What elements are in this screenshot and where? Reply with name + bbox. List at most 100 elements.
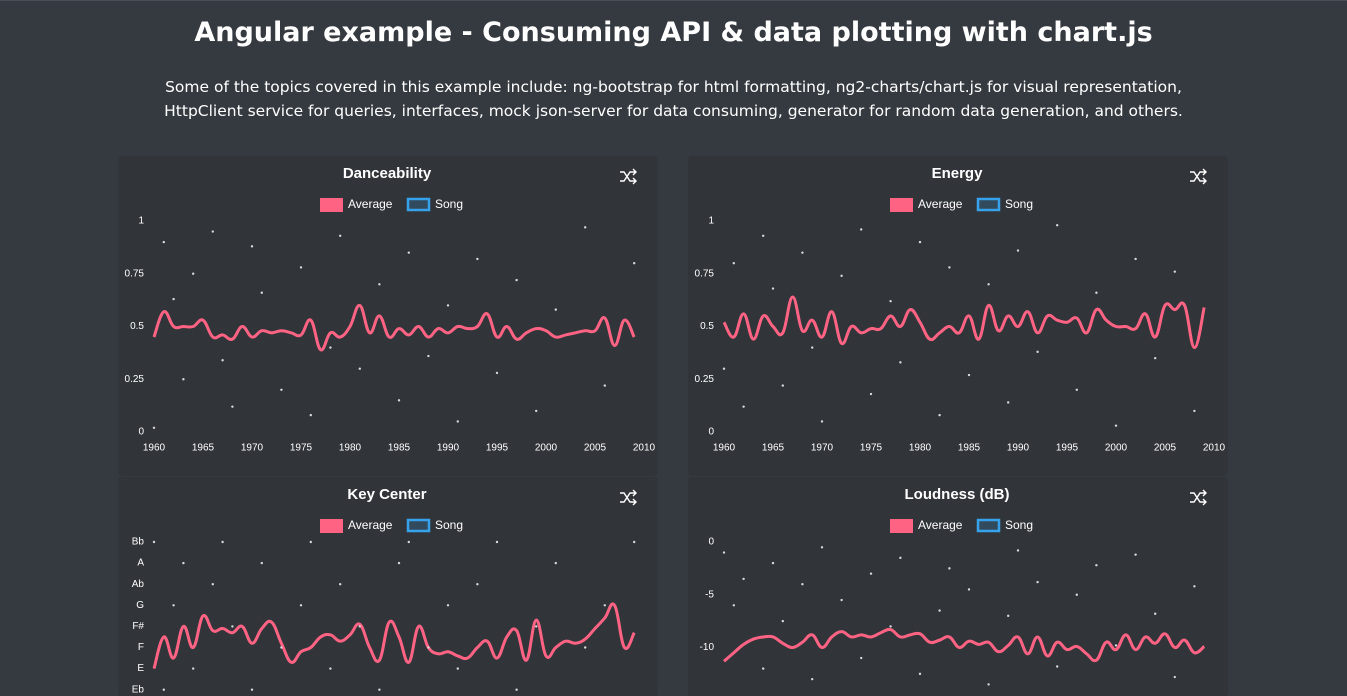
legend-label: Average bbox=[918, 518, 963, 532]
song-point bbox=[446, 604, 450, 607]
legend-label: Song bbox=[1005, 518, 1033, 532]
song-point bbox=[260, 561, 263, 565]
song-point bbox=[899, 556, 902, 560]
x-tick-label: 1990 bbox=[437, 443, 460, 454]
song-point bbox=[339, 234, 342, 237]
x-tick-label: 1960 bbox=[713, 443, 736, 454]
song-point bbox=[722, 367, 726, 370]
song-point bbox=[515, 688, 518, 691]
y-tick-label: Bb bbox=[132, 537, 145, 548]
page-title: Angular example - Consuming API & data p… bbox=[194, 17, 1153, 48]
y-tick-label: 0 bbox=[708, 537, 714, 548]
song-point bbox=[948, 567, 951, 570]
song-point bbox=[495, 540, 499, 544]
x-tick-label: 2000 bbox=[1105, 443, 1128, 454]
song-point bbox=[1016, 249, 1020, 252]
song-point bbox=[742, 405, 745, 408]
chart-title: Key Center bbox=[347, 486, 426, 503]
song-point bbox=[762, 667, 765, 670]
y-tick-label: G bbox=[136, 600, 144, 611]
legend-swatch bbox=[890, 519, 913, 533]
song-point bbox=[221, 540, 224, 544]
x-tick-label: 1975 bbox=[290, 443, 313, 454]
legend-swatch bbox=[406, 518, 431, 533]
song-point bbox=[152, 426, 156, 429]
song-point bbox=[339, 583, 342, 586]
song-point bbox=[1193, 409, 1196, 413]
y-tick-label: 0.25 bbox=[125, 374, 145, 385]
x-tick-label: 1965 bbox=[762, 443, 785, 454]
chart-title: Danceability bbox=[343, 165, 432, 182]
song-point bbox=[771, 561, 775, 565]
shuffle-button[interactable] bbox=[1190, 168, 1207, 185]
song-point bbox=[172, 297, 175, 301]
song-point bbox=[918, 240, 922, 244]
y-tick-label: A bbox=[137, 558, 144, 569]
average-line bbox=[152, 303, 636, 352]
song-point bbox=[1095, 564, 1098, 567]
song-point bbox=[358, 625, 361, 628]
shuffle-button[interactable] bbox=[620, 489, 637, 506]
song-point bbox=[584, 646, 587, 649]
song-point bbox=[987, 683, 990, 686]
song-point bbox=[358, 367, 361, 370]
x-tick-label: 2000 bbox=[535, 443, 558, 454]
song-point bbox=[820, 420, 824, 423]
song-point bbox=[407, 540, 410, 544]
song-point bbox=[860, 228, 863, 231]
song-point bbox=[603, 384, 606, 387]
x-tick-label: 2005 bbox=[1154, 443, 1177, 454]
song-point bbox=[1016, 549, 1020, 552]
song-point bbox=[231, 405, 234, 408]
chart-card: Key Center Average Song Bb A Ab G F# FE Eb bbox=[118, 477, 658, 696]
y-tick-label: 0.5 bbox=[130, 321, 144, 332]
x-tick-label: 2010 bbox=[633, 443, 656, 454]
y-tick-label: 0.75 bbox=[695, 268, 715, 279]
song-point bbox=[732, 262, 735, 265]
song-point bbox=[820, 546, 824, 549]
song-point bbox=[811, 677, 814, 681]
chart-title: Loudness (dB) bbox=[905, 486, 1010, 503]
x-tick-label: 1985 bbox=[958, 443, 981, 454]
song-point bbox=[633, 262, 636, 265]
song-point bbox=[162, 240, 165, 244]
song-point bbox=[811, 346, 814, 349]
legend-swatch bbox=[976, 518, 1001, 533]
song-point bbox=[722, 551, 726, 554]
x-tick-label: 1990 bbox=[1007, 443, 1030, 454]
song-point bbox=[1114, 644, 1118, 647]
x-tick-label: 1995 bbox=[486, 443, 509, 454]
song-point bbox=[456, 420, 459, 423]
song-point bbox=[860, 656, 863, 660]
song-point bbox=[967, 373, 971, 377]
song-point bbox=[378, 688, 381, 691]
song-point bbox=[554, 308, 557, 311]
song-point bbox=[192, 667, 195, 670]
song-point bbox=[250, 688, 254, 691]
song-point bbox=[840, 598, 843, 602]
shuffle-button[interactable] bbox=[1190, 489, 1207, 506]
song-point bbox=[1007, 614, 1010, 618]
y-tick-label: -5 bbox=[705, 589, 714, 600]
legend-label: Average bbox=[348, 518, 393, 532]
y-tick-label: 1 bbox=[138, 216, 144, 227]
song-point bbox=[938, 413, 941, 417]
x-tick-label: 1970 bbox=[241, 443, 264, 454]
y-tick-label: Ab bbox=[132, 579, 145, 590]
y-tick-label: 1 bbox=[708, 216, 714, 227]
song-point bbox=[427, 646, 430, 649]
song-point bbox=[1154, 356, 1157, 360]
song-point bbox=[260, 291, 263, 294]
y-tick-label: Eb bbox=[132, 684, 145, 695]
song-point bbox=[1154, 612, 1157, 615]
average-line bbox=[152, 602, 636, 670]
chart-card: Loudness (dB) Average Song 0 -5 -10 bbox=[688, 477, 1228, 696]
song-point bbox=[211, 583, 214, 586]
song-point bbox=[1173, 675, 1176, 679]
song-point bbox=[762, 234, 765, 237]
shuffle-button[interactable] bbox=[620, 168, 637, 185]
song-point bbox=[162, 688, 165, 691]
chart-title: Energy bbox=[932, 165, 984, 182]
legend-swatch bbox=[320, 198, 343, 212]
song-point bbox=[1095, 291, 1098, 294]
